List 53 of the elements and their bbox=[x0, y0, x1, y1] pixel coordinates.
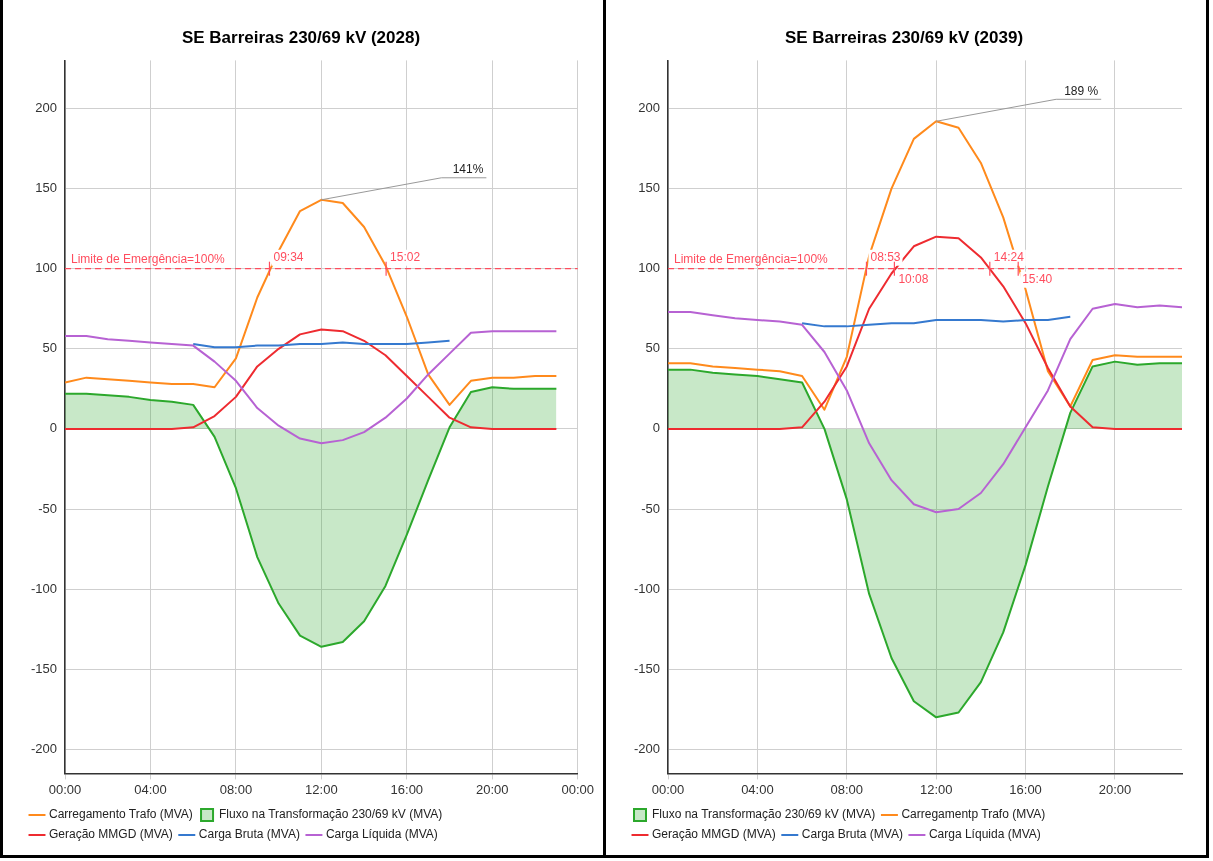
annotation: 10:08 bbox=[898, 272, 929, 286]
y-tick-label: -200 bbox=[30, 740, 58, 756]
x-tick-label: 20:00 bbox=[476, 781, 509, 797]
y-tick-label: -50 bbox=[38, 500, 58, 516]
annotation: 141% bbox=[452, 162, 484, 177]
legend-label: Carga Bruta (MVA) bbox=[198, 827, 300, 842]
y-tick-label: -100 bbox=[30, 580, 58, 596]
y-tick-label: 150 bbox=[35, 180, 58, 196]
legend-label: Carga Líquida (MVA) bbox=[928, 827, 1041, 842]
legend-label: Carregamentp Trafo (MVA) bbox=[901, 807, 1046, 822]
y-tick-label: 50 bbox=[645, 340, 661, 356]
y-tick-label: -100 bbox=[633, 580, 661, 596]
x-tick-label: 16:00 bbox=[1009, 781, 1042, 797]
x-tick-label: 04:00 bbox=[741, 781, 774, 797]
y-tick-label: 150 bbox=[638, 180, 661, 196]
y-tick-label: 0 bbox=[652, 420, 661, 436]
legend-label: Carregamento Trafo (MVA) bbox=[49, 807, 193, 822]
y-tick-label: -150 bbox=[633, 660, 661, 676]
x-tick-label: 08:00 bbox=[219, 781, 253, 797]
ref-line-label: Limite de Emergência=100% bbox=[674, 252, 829, 266]
x-tick-label: 12:00 bbox=[919, 781, 953, 797]
annotation: 14:24 bbox=[993, 250, 1025, 264]
x-tick-label: 00:00 bbox=[48, 781, 82, 797]
y-tick-label: -200 bbox=[633, 740, 661, 756]
annotation: 09:34 bbox=[273, 250, 304, 264]
x-tick-label: 16:00 bbox=[390, 781, 424, 797]
y-tick-label: 200 bbox=[35, 100, 58, 116]
y-tick-label: 0 bbox=[49, 420, 58, 436]
legend-label: Geração MMGD (MVA) bbox=[652, 827, 776, 842]
x-tick-label: 00:00 bbox=[651, 781, 685, 797]
chart-title: SE Barreiras 230/69 kV (2039) bbox=[784, 27, 1024, 47]
legend-label: Carga Líquida (MVA) bbox=[325, 827, 438, 842]
annotation: 08:53 bbox=[870, 250, 901, 264]
legend-label: Fluxo na Transformação 230/69 kV (MVA) bbox=[219, 807, 443, 822]
y-tick-label: 50 bbox=[42, 340, 58, 356]
y-tick-label: -50 bbox=[641, 500, 661, 516]
x-tick-label: 04:00 bbox=[134, 781, 167, 797]
y-tick-label: 100 bbox=[638, 260, 661, 276]
annotation: 189 % bbox=[1064, 83, 1099, 98]
ref-line-label: Limite de Emergência=100% bbox=[71, 252, 226, 266]
x-tick-label: 12:00 bbox=[305, 781, 338, 797]
chart-title: SE Barreiras 230/69 kV (2028) bbox=[181, 27, 421, 47]
legend-label: Carga Bruta (MVA) bbox=[801, 827, 903, 842]
x-tick-label: 20:00 bbox=[1098, 781, 1132, 797]
x-tick-label: 00:00 bbox=[561, 781, 595, 797]
annotation: 15:02 bbox=[390, 250, 421, 264]
x-tick-label: 08:00 bbox=[830, 781, 864, 797]
y-tick-label: -150 bbox=[30, 660, 58, 676]
legend-label: Geração MMGD (MVA) bbox=[49, 827, 173, 842]
y-tick-label: 100 bbox=[35, 260, 58, 276]
annotation: 15:40 bbox=[1022, 272, 1053, 286]
legend-label: Fluxo na Transformação 230/69 kV (MVA) bbox=[652, 807, 876, 822]
y-tick-label: 200 bbox=[638, 100, 661, 116]
